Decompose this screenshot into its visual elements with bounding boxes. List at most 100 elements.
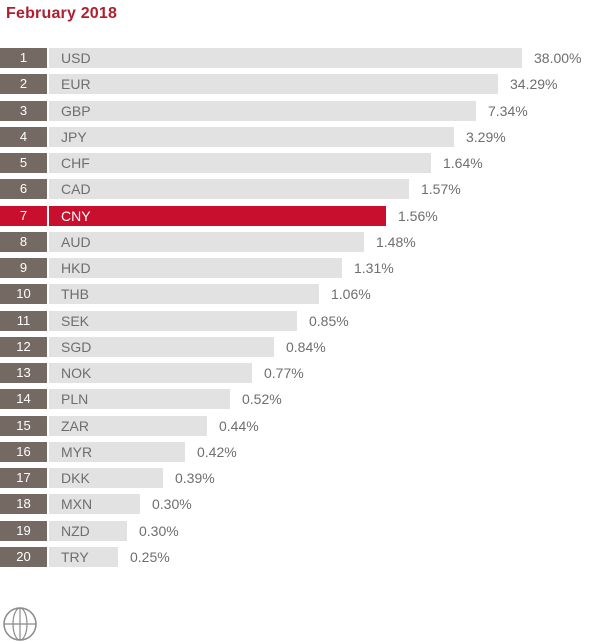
- value-label: 0.84%: [286, 338, 326, 355]
- value-label: 0.77%: [264, 365, 304, 381]
- bar: [49, 74, 498, 95]
- bar-row-try: 20 TRY 0.25%: [0, 546, 614, 567]
- value-label: 34.29%: [510, 76, 558, 93]
- bar: [49, 520, 127, 541]
- bar-row-jpy: 4 JPY 3.29%: [0, 126, 614, 147]
- rank-label: 15: [0, 415, 47, 436]
- currency-label: CHF: [61, 155, 90, 171]
- bar-row-mxn: 18 MXN 0.30%: [0, 494, 614, 515]
- bar: [49, 179, 409, 200]
- currency-label: USD: [61, 50, 91, 66]
- rank-label: 18: [0, 494, 47, 515]
- value-label: 0.85%: [309, 312, 349, 329]
- globe-icon: [3, 607, 37, 641]
- bar: [49, 546, 118, 567]
- currency-label: GBP: [61, 102, 91, 119]
- bar-row-usd: 1 USD 38.00%: [0, 48, 614, 68]
- currency-label: HKD: [61, 260, 91, 276]
- currency-label: MYR: [61, 443, 93, 460]
- bar: [49, 336, 274, 357]
- currency-label: DKK: [61, 470, 90, 486]
- bar: [49, 231, 364, 252]
- bar-row-aud: 8 AUD 1.48%: [0, 231, 614, 252]
- bar-row-eur: 2 EUR 34.29%: [0, 74, 614, 95]
- currency-label: SEK: [61, 312, 90, 329]
- bar-row-cny: 7 CNY 1.56%: [0, 205, 614, 226]
- rank-label: 2: [0, 74, 47, 95]
- rank-label: 1: [0, 48, 47, 68]
- currency-label: MXN: [61, 496, 93, 513]
- footer: [0, 606, 614, 641]
- ranking-chart: 1 USD 38.00% 2 EUR 34.29% 3 GBP 7.34% 4 JPY 3.29% 5 C…: [0, 48, 614, 567]
- rank-label: 17: [0, 468, 47, 488]
- bar-row-sek: 11 SEK 0.85%: [0, 310, 614, 331]
- currency-label: EUR: [61, 76, 91, 93]
- value-label: 1.57%: [421, 181, 461, 198]
- value-label: 3.29%: [466, 128, 506, 145]
- value-label: 0.44%: [219, 417, 259, 434]
- bar: [49, 284, 319, 305]
- currency-label: CAD: [61, 181, 91, 198]
- rank-label: 11: [0, 310, 47, 331]
- value-label: 1.56%: [398, 207, 438, 224]
- value-label: 1.48%: [376, 233, 416, 250]
- rank-label: 14: [0, 389, 47, 410]
- rank-label: 20: [0, 546, 47, 567]
- value-label: 0.42%: [197, 443, 237, 460]
- currency-label: TRY: [61, 548, 89, 565]
- value-label: 1.06%: [331, 286, 371, 303]
- rank-label: 13: [0, 363, 47, 383]
- bar: [49, 494, 140, 515]
- bar: [49, 126, 454, 147]
- bar: [49, 258, 342, 278]
- bar-row-nok: 13 NOK 0.77%: [0, 363, 614, 383]
- value-label: 0.39%: [175, 470, 215, 486]
- value-label: 0.25%: [130, 548, 170, 565]
- rank-label: 6: [0, 179, 47, 200]
- rank-label: 5: [0, 153, 47, 173]
- rank-label: 8: [0, 231, 47, 252]
- rank-label: 10: [0, 284, 47, 305]
- bar: [49, 100, 476, 121]
- rank-label: 4: [0, 126, 47, 147]
- bar-row-hkd: 9 HKD 1.31%: [0, 258, 614, 278]
- currency-label: SGD: [61, 338, 92, 355]
- bar: [49, 415, 207, 436]
- bar: [49, 468, 163, 488]
- value-label: 0.30%: [152, 496, 192, 513]
- value-label: 38.00%: [534, 50, 582, 66]
- bar-row-chf: 5 CHF 1.64%: [0, 153, 614, 173]
- bar-row-sgd: 12 SGD 0.84%: [0, 336, 614, 357]
- bar-row-pln: 14 PLN 0.52%: [0, 389, 614, 410]
- currency-label: NOK: [61, 365, 92, 381]
- rank-label: 9: [0, 258, 47, 278]
- rank-label: 3: [0, 100, 47, 121]
- currency-label: JPY: [61, 128, 87, 145]
- value-label: 7.34%: [488, 102, 528, 119]
- bar-row-nzd: 19 NZD 0.30%: [0, 520, 614, 541]
- rank-label: 16: [0, 441, 47, 462]
- currency-label: ZAR: [61, 417, 89, 434]
- bar-row-thb: 10 THB 1.06%: [0, 284, 614, 305]
- page-title: February 2018: [6, 5, 118, 22]
- bar: [49, 48, 522, 68]
- bar-row-dkk: 17 DKK 0.39%: [0, 468, 614, 488]
- rank-label: 7: [0, 205, 47, 226]
- value-label: 0.52%: [242, 391, 282, 408]
- bar: [49, 310, 297, 331]
- bar-row-myr: 16 MYR 0.42%: [0, 441, 614, 462]
- bar: [49, 205, 386, 226]
- rank-label: 19: [0, 520, 47, 541]
- rank-label: 12: [0, 336, 47, 357]
- value-label: 1.31%: [354, 260, 394, 276]
- currency-label: PLN: [61, 391, 89, 408]
- bar-row-zar: 15 ZAR 0.44%: [0, 415, 614, 436]
- bar: [49, 389, 230, 410]
- currency-label: NZD: [61, 522, 90, 539]
- bar-row-gbp: 3 GBP 7.34%: [0, 100, 614, 121]
- bar: [49, 153, 431, 173]
- bar-row-cad: 6 CAD 1.57%: [0, 179, 614, 200]
- value-label: 1.64%: [443, 155, 483, 171]
- value-label: 0.30%: [139, 522, 179, 539]
- currency-label: THB: [61, 286, 89, 303]
